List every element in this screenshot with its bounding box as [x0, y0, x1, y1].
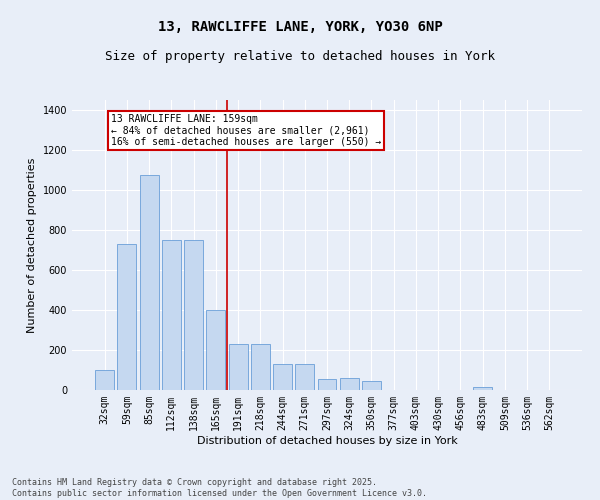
Y-axis label: Number of detached properties: Number of detached properties: [27, 158, 37, 332]
Bar: [95, 370, 114, 390]
Text: 13, RAWCLIFFE LANE, YORK, YO30 6NP: 13, RAWCLIFFE LANE, YORK, YO30 6NP: [158, 20, 442, 34]
Bar: [140, 175, 158, 390]
Bar: [473, 387, 492, 390]
Bar: [362, 381, 381, 390]
Bar: [295, 364, 314, 390]
Bar: [162, 240, 181, 390]
Text: 13 RAWCLIFFE LANE: 159sqm
← 84% of detached houses are smaller (2,961)
16% of se: 13 RAWCLIFFE LANE: 159sqm ← 84% of detac…: [112, 114, 382, 147]
Bar: [340, 378, 359, 390]
Bar: [317, 379, 337, 390]
Bar: [273, 364, 292, 390]
Bar: [206, 310, 225, 390]
Text: Contains HM Land Registry data © Crown copyright and database right 2025.
Contai: Contains HM Land Registry data © Crown c…: [12, 478, 427, 498]
Bar: [118, 244, 136, 390]
Bar: [251, 344, 270, 390]
Text: Size of property relative to detached houses in York: Size of property relative to detached ho…: [105, 50, 495, 63]
X-axis label: Distribution of detached houses by size in York: Distribution of detached houses by size …: [197, 436, 457, 446]
Bar: [229, 344, 248, 390]
Bar: [184, 240, 203, 390]
